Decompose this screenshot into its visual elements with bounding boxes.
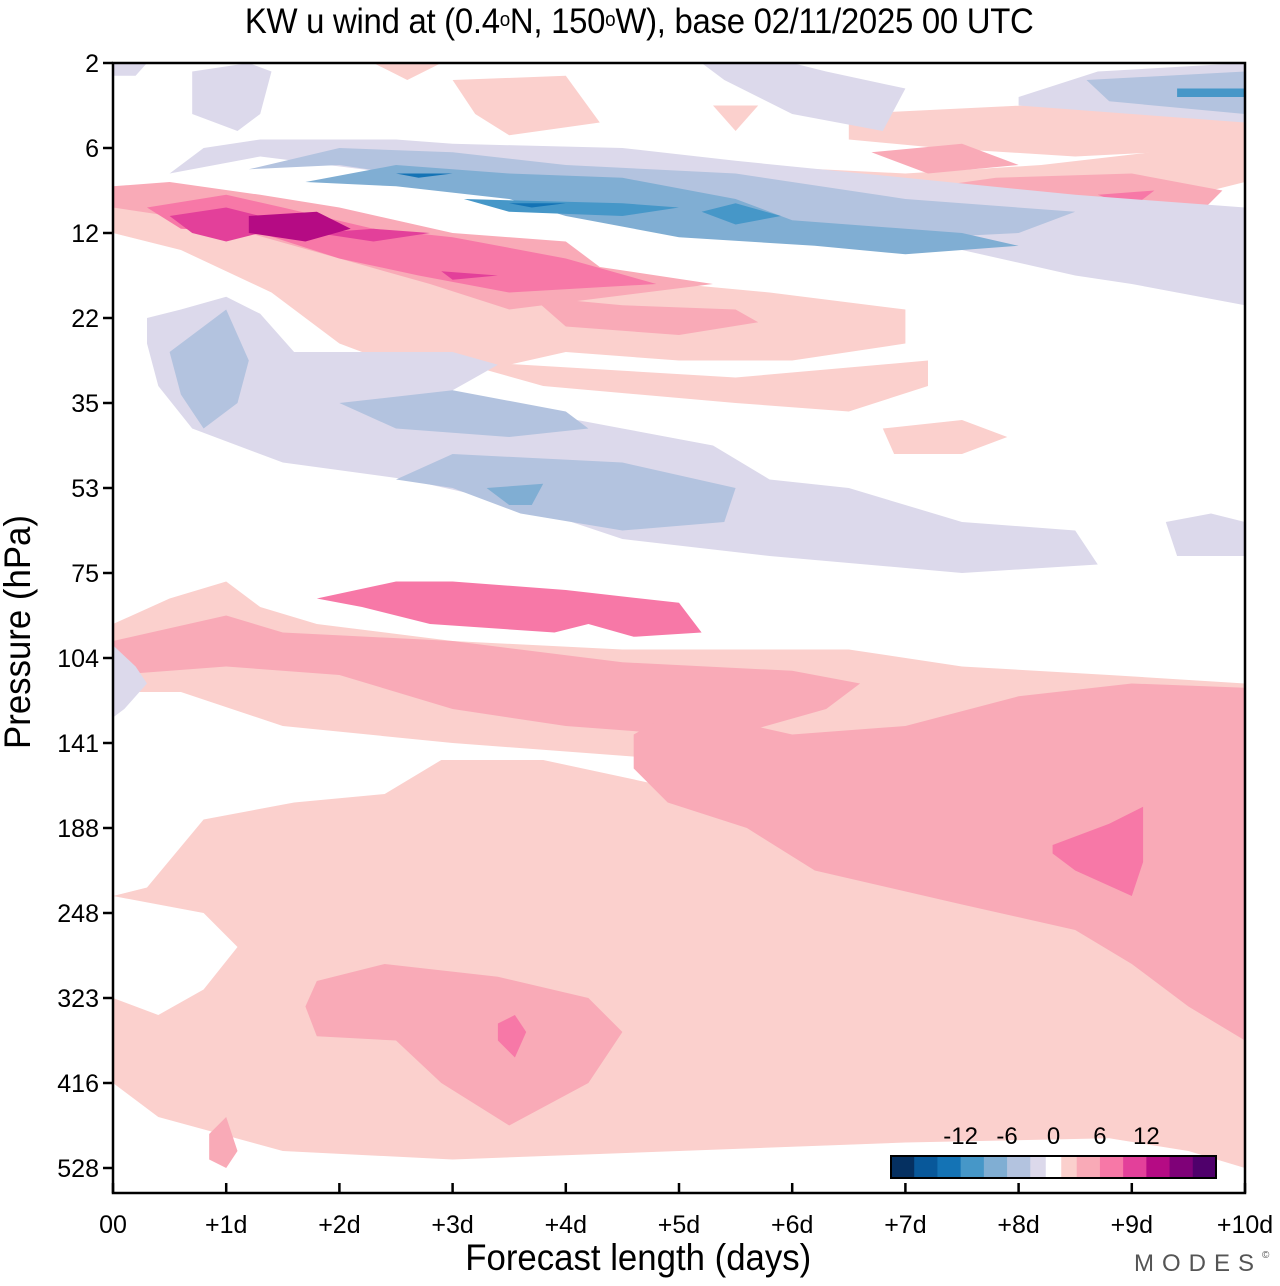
contour-region-pos2 [871,143,1019,174]
x-axis-label: Forecast length (days) [465,1237,812,1278]
x-tick-label: +3d [431,1211,473,1239]
colorbar-bin [1061,1156,1078,1178]
copyright-mark: © [1262,1250,1270,1261]
contour-region-pos3 [1052,806,1144,896]
contour-region-neg4 [701,203,781,225]
y-tick-label: 35 [71,390,99,418]
contour-region-neg1 [701,63,906,131]
y-tick-label: 188 [57,815,99,843]
contour-region-pos1 [713,105,759,131]
colorbar-label: 6 [1093,1123,1106,1150]
degree-symbol: o [499,9,510,31]
contour-region-neg1 [1165,513,1245,556]
contour-region-neg1 [192,63,272,131]
contour-region-neg3 [486,483,544,505]
colorbar: -12 -6 0 6 12 [890,1123,1217,1179]
y-tick-label: 416 [57,1070,99,1098]
contour-region-neg2 [169,309,249,429]
colorbar-bin [1076,1156,1101,1178]
brand-name: MODES [1134,1250,1263,1277]
colorbar-label: 12 [1133,1123,1160,1150]
y-tick-label: 12 [71,220,99,248]
y-tick-label: 528 [57,1155,99,1183]
contour-region-pos1 [452,360,928,412]
x-tick-label: +8d [997,1211,1039,1239]
contour-region-pos2 [113,615,861,735]
contour-region-pos1 [373,63,442,80]
contour-region-pos1 [452,75,600,136]
contour-region-pos1 [848,101,1245,157]
title-suffix: W), base 02/11/2025 00 UTC [615,2,1034,41]
colorbar-bin [937,1156,962,1178]
x-tick-label: 00 [99,1211,127,1239]
x-tick-label: +5d [658,1211,700,1239]
y-tick-label: 75 [71,560,99,588]
contour-region-pos5 [248,211,351,242]
contour-region-pos2 [305,964,623,1126]
degree-symbol: o [605,9,616,31]
contour-region-neg2 [396,454,736,531]
contour-region-neg2 [339,390,589,437]
contour-region-pos1 [882,420,1008,454]
colorbar-bin [960,1156,985,1178]
x-tick-label: +9d [1111,1211,1153,1239]
colorbar-label: 0 [1047,1123,1060,1150]
y-tick-label: 141 [57,730,99,758]
y-tick-label: 248 [57,900,99,928]
y-tick-label: 6 [85,135,99,163]
x-tick-label: +10d [1217,1211,1273,1239]
colorbar-bin [1123,1156,1147,1178]
y-axis: 2 6 12 22 35 53 75 104 141 188 248 323 416 528 [57,50,113,1183]
colorbar-bin [1030,1156,1047,1178]
contour-region-pos2 [531,296,759,335]
chart-title: KW u wind at (0.4oN, 150oW), base 02/11/… [0,0,1278,44]
colorbar-bin [1007,1156,1031,1178]
contour-region-pos3 [497,1015,527,1058]
x-tick-label: +1d [205,1211,247,1239]
x-tick-label: +4d [545,1211,587,1239]
contour-region-pos2 [209,1117,238,1168]
contour-region-neg5 [509,203,566,208]
contour-region-neg5 [396,173,453,178]
contour-region-neg4 [1177,88,1245,97]
colorbar-label: -12 [943,1123,978,1150]
y-tick-label: 323 [57,985,99,1013]
contour-region-pos4 [441,271,498,280]
modes-logo: MODES© [1134,1250,1269,1278]
colorbar-bin [1045,1156,1062,1178]
colorbar-bin [891,1156,915,1178]
contour-region-neg4 [463,199,679,216]
y-tick-label: 22 [71,305,99,333]
y-axis-label: Pressure (hPa) [0,515,38,749]
x-tick-label: +2d [318,1211,360,1239]
y-tick-label: 53 [71,475,99,503]
x-tick-label: +7d [884,1211,926,1239]
colorbar-frame [890,1155,1217,1179]
contour-region-pos2 [633,683,1245,1041]
contour-region-pos3 [316,581,702,637]
colorbar-bin [1099,1156,1124,1178]
colorbar-bin [1146,1156,1171,1178]
contour-region-neg1 [147,296,1098,573]
contour-region-pos4 [316,228,430,242]
contour-region-neg1 [113,645,147,718]
colorbar-bin [914,1156,938,1178]
contour-region-pos4 [169,207,295,242]
title-mid: N, 150 [509,2,606,41]
contour-region-neg1 [113,63,147,76]
colorbar-bin [1192,1156,1217,1178]
x-axis: 00 +1d +2d +3d +4d +5d +6d +7d +8d +9d +10d [99,1183,1273,1239]
contour-region-neg2 [1086,71,1245,114]
x-tick-label: +6d [771,1211,813,1239]
title-prefix: KW u wind at (0.4 [244,2,500,41]
y-tick-label: 104 [57,645,99,673]
y-tick-label: 2 [85,50,99,78]
contour-fills [113,63,1245,1168]
colorbar-bin [983,1156,1008,1178]
colorbar-bin [1169,1156,1194,1178]
colorbar-label: -6 [996,1123,1017,1150]
